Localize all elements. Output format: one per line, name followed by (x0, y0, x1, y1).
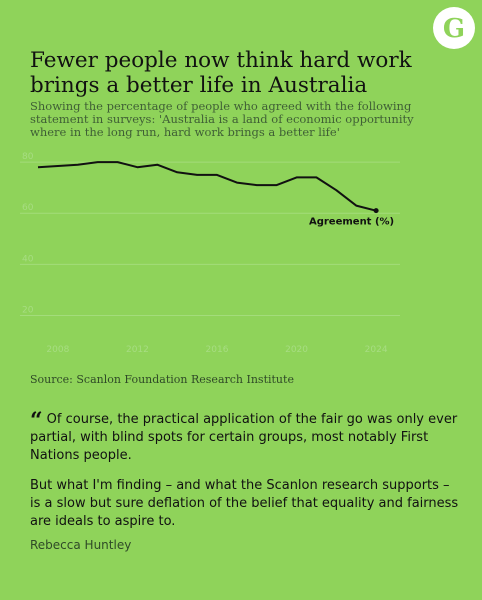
series-line (37, 161, 377, 212)
series-group: Agreement (%) (37, 161, 394, 228)
y-axis: 20 40 60 80 (22, 152, 34, 315)
quote-block: “Of course, the practical application of… (30, 408, 460, 543)
y-tick-label: 40 (22, 254, 34, 264)
x-tick-label: 2012 (126, 345, 149, 355)
y-tick-label: 20 (22, 305, 34, 315)
x-tick-label: 2020 (285, 345, 308, 355)
series-end-point (373, 208, 379, 214)
quote-author: Rebecca Huntley (30, 538, 132, 552)
line-chart: 20 40 60 80 2008 2012 2016 2020 2024 Agreement … (20, 152, 400, 355)
source-note: Source: Scanlon Foundation Research Inst… (30, 373, 294, 386)
chart-title: Fewer people now think hard work brings … (30, 48, 412, 98)
x-tick-label: 2024 (365, 345, 388, 355)
y-tick-label: 80 (22, 152, 34, 162)
chart-subtitle: Showing the percentage of people who agr… (30, 99, 414, 139)
quote-mark-icon: “ (30, 408, 43, 434)
x-axis: 2008 2012 2016 2020 2024 (46, 345, 387, 355)
quote-text: Of course, the practical application of … (30, 412, 458, 463)
x-tick-label: 2016 (206, 345, 229, 355)
guardian-logo: G (433, 7, 475, 49)
quote-paragraph: But what I'm finding – and what the Scan… (30, 478, 459, 529)
series-label: Agreement (%) (309, 217, 394, 228)
quote-paragraph: “Of course, the practical application of… (30, 408, 460, 465)
svg-text:G: G (443, 14, 465, 44)
y-tick-label: 60 (22, 203, 34, 213)
gridlines (20, 161, 400, 316)
x-tick-label: 2008 (46, 345, 69, 355)
